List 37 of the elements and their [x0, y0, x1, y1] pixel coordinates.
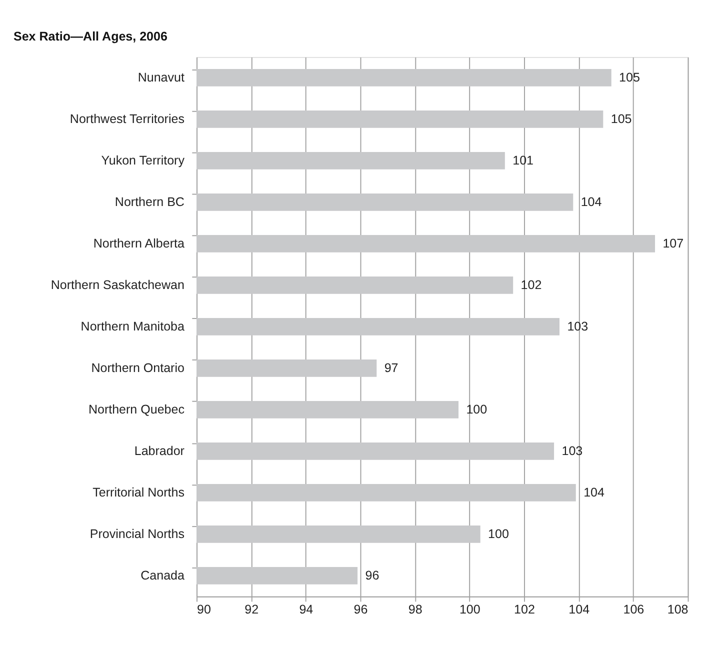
- data-label: 103: [567, 320, 588, 334]
- y-tick-label: Northwest Territories: [70, 112, 184, 126]
- data-label: 100: [466, 402, 488, 417]
- y-tick-label: Yukon Territory: [101, 154, 186, 168]
- y-tick-label: Provincial Norths: [90, 527, 184, 542]
- y-tick-label: Northern Alberta: [93, 236, 184, 251]
- data-label: 105: [610, 112, 632, 126]
- x-tick-label: 92: [244, 602, 259, 616]
- y-tick-label: Labrador: [134, 444, 184, 458]
- x-tick-label: 104: [568, 602, 590, 616]
- text: Sex Ratio—All Ages, 2006: [13, 30, 168, 44]
- x-tick-label: 98: [408, 602, 422, 616]
- y-tick-label: Northern Saskatchewan: [50, 278, 184, 292]
- data-label: 105: [619, 70, 640, 85]
- x-tick-label: 96: [354, 602, 368, 616]
- data-label: 102: [520, 278, 542, 292]
- y-tick-label: Northern Manitoba: [80, 320, 184, 334]
- data-label: 107: [662, 236, 684, 251]
- x-tick-label: 94: [299, 602, 314, 616]
- x-tick-label: 100: [459, 602, 480, 616]
- data-label: 101: [512, 154, 534, 168]
- y-tick-label: Northern BC: [114, 195, 184, 210]
- x-tick-label: 90: [196, 602, 211, 616]
- data-label: 104: [580, 195, 602, 210]
- data-label: 96: [365, 568, 380, 583]
- data-label: 100: [488, 527, 509, 542]
- y-tick-label: Northern Ontario: [91, 361, 184, 376]
- y-tick-label: Territorial Norths: [92, 486, 184, 500]
- data-label: 97: [384, 361, 398, 376]
- y-tick-label: Northern Quebec: [88, 402, 184, 417]
- data-label: 104: [584, 486, 604, 500]
- x-tick-label: 102: [514, 602, 535, 616]
- x-tick-label: 108: [667, 602, 688, 616]
- y-tick-label: Nunavut: [138, 70, 185, 85]
- x-tick-label: 106: [623, 602, 644, 616]
- data-label: 103: [562, 444, 583, 458]
- y-tick-label: Canada: [140, 568, 184, 583]
